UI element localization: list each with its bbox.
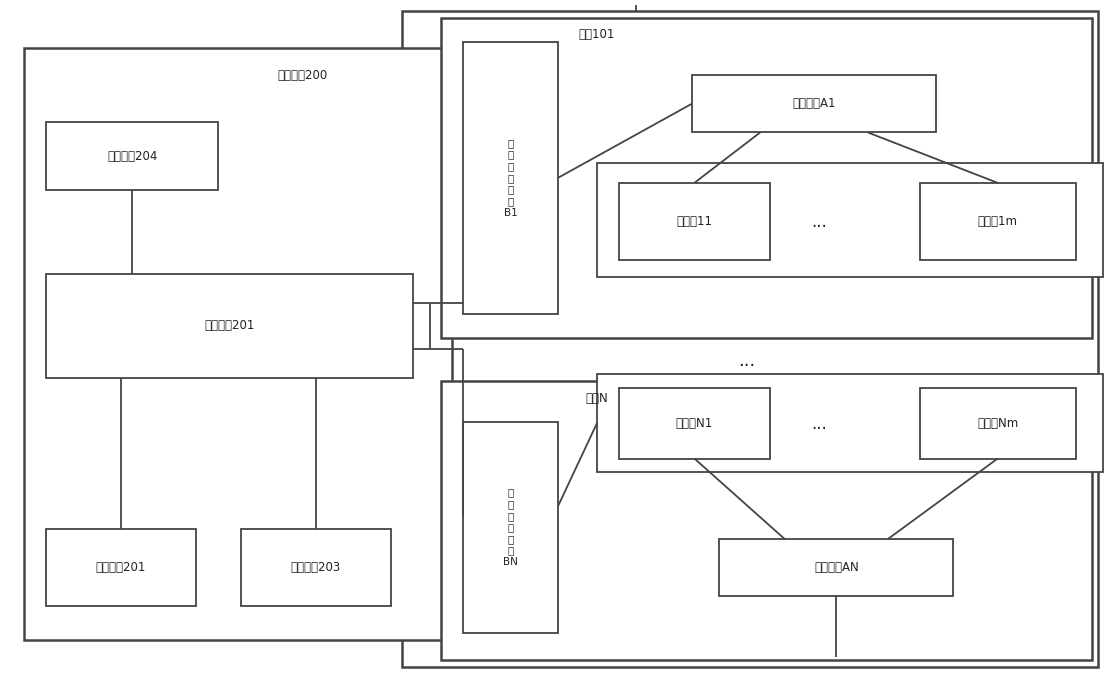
Bar [597, 163, 1104, 277]
Bar [597, 375, 1104, 472]
Bar [920, 388, 1076, 458]
Text: 接口模块201: 接口模块201 [204, 319, 254, 332]
Text: 代理模块AN: 代理模块AN [814, 561, 858, 574]
Bar [463, 421, 558, 633]
Text: 主控节点200: 主控节点200 [277, 69, 327, 82]
Text: 节
点
管
理
模
块
B1: 节 点 管 理 模 块 B1 [503, 138, 518, 217]
Bar [720, 539, 953, 596]
Bar [441, 381, 1093, 660]
Text: 调度模块203: 调度模块203 [291, 561, 341, 574]
Bar [23, 49, 452, 640]
Text: 代理模块A1: 代理模块A1 [792, 97, 836, 111]
Text: ...: ... [739, 352, 756, 370]
Bar [241, 529, 391, 606]
Bar [920, 183, 1076, 260]
Bar [619, 183, 770, 260]
Text: 容器组11: 容器组11 [676, 215, 712, 228]
Bar [619, 388, 770, 458]
Bar [463, 42, 558, 314]
Bar [46, 529, 196, 606]
Text: ...: ... [811, 414, 827, 433]
Bar [441, 18, 1093, 338]
Bar [46, 273, 413, 378]
Text: ...: ... [811, 213, 827, 231]
Text: 节
点
管
理
模
块
BN: 节 点 管 理 模 块 BN [503, 487, 518, 567]
Bar [402, 11, 1098, 667]
Text: 存储模块204: 存储模块204 [107, 149, 157, 163]
Text: 节点101: 节点101 [579, 28, 615, 41]
Bar [46, 122, 219, 190]
Text: 节点N: 节点N [586, 392, 608, 404]
Text: 容器组1m: 容器组1m [978, 215, 1018, 228]
Text: 容器组Nm: 容器组Nm [978, 416, 1018, 430]
Bar [692, 76, 936, 132]
Text: 管理模块201: 管理模块201 [96, 561, 146, 574]
Text: 容器组N1: 容器组N1 [676, 416, 713, 430]
